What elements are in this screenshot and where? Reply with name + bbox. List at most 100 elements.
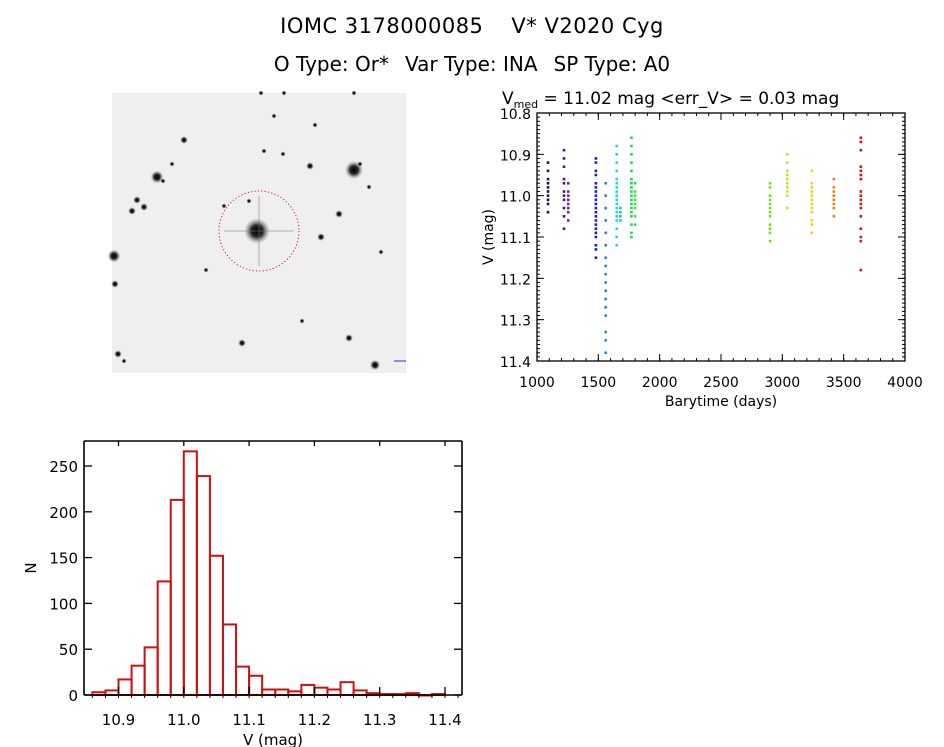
- data-point: [604, 297, 607, 301]
- data-point: [604, 219, 607, 222]
- data-point: [546, 181, 550, 185]
- data-point: [785, 173, 789, 177]
- x-tick-label: 11.4: [428, 711, 461, 729]
- data-point: [768, 239, 772, 243]
- data-point: [566, 194, 570, 197]
- data-point: [832, 186, 836, 189]
- data-point: [810, 181, 814, 185]
- data-point: [604, 243, 607, 247]
- x-axis-label: Barytime (days): [665, 394, 777, 410]
- histogram-bar: [117, 678, 133, 696]
- data-point: [630, 210, 633, 214]
- star: [160, 178, 166, 184]
- data-point: [562, 215, 566, 218]
- data-point: [604, 289, 607, 293]
- histogram-bar: [169, 498, 185, 696]
- data-point: [859, 215, 863, 218]
- y-tick-label: 50: [59, 641, 78, 659]
- data-point: [615, 206, 619, 210]
- data-point: [768, 181, 772, 185]
- data-point: [546, 210, 550, 214]
- data-point: [562, 194, 566, 197]
- data-point: [604, 330, 607, 334]
- star: [107, 249, 121, 263]
- star: [312, 122, 318, 128]
- data-point: [604, 181, 607, 185]
- histogram-bar: [339, 681, 355, 697]
- data-point: [630, 194, 633, 197]
- star: [246, 198, 252, 204]
- data-point: [619, 206, 622, 210]
- data-point: [594, 186, 598, 189]
- data-point: [562, 165, 566, 169]
- data-point: [562, 227, 566, 231]
- y-tick-label: 10.8: [500, 107, 531, 123]
- data-point: [615, 235, 619, 239]
- data-point: [768, 215, 772, 218]
- data-point: [604, 256, 607, 259]
- data-point: [562, 157, 566, 160]
- star: [111, 280, 119, 288]
- data-point: [859, 173, 863, 177]
- sp-type: SP Type: A0: [553, 52, 671, 76]
- histogram-bar: [143, 646, 159, 696]
- histogram-bar: [248, 674, 264, 696]
- data-point: [594, 173, 598, 177]
- histogram-bar: [274, 688, 290, 697]
- y-tick-label: 11.1: [500, 231, 531, 247]
- y-tick-label: 11.3: [500, 314, 531, 330]
- data-point: [546, 198, 550, 202]
- data-point: [594, 256, 598, 259]
- data-point: [859, 190, 863, 193]
- data-point: [615, 198, 619, 202]
- data-point: [832, 202, 836, 206]
- data-point: [604, 264, 607, 268]
- data-point: [810, 190, 814, 193]
- object-name: V* V2020 Cyg: [511, 14, 664, 38]
- data-point: [562, 198, 566, 202]
- data-point: [859, 177, 863, 181]
- x-tick-label: 3000: [765, 375, 801, 391]
- data-point: [633, 181, 637, 185]
- star: [317, 233, 325, 241]
- data-point: [768, 231, 772, 235]
- data-point: [594, 206, 598, 210]
- star: [378, 249, 384, 255]
- data-point: [615, 177, 619, 181]
- data-point: [615, 194, 619, 197]
- data-point: [594, 181, 598, 185]
- star: [271, 113, 277, 119]
- data-point: [630, 215, 633, 218]
- x-tick-label: 3500: [826, 375, 862, 391]
- data-point: [785, 206, 789, 210]
- data-point: [785, 169, 789, 173]
- data-point: [546, 169, 550, 173]
- data-point: [633, 194, 637, 197]
- data-point: [859, 202, 863, 206]
- data-point: [630, 153, 633, 156]
- data-point: [630, 181, 633, 185]
- star: [238, 339, 246, 347]
- data-point: [810, 198, 814, 202]
- star: [258, 91, 264, 96]
- title-rest: = 11.02 mag <err_V> = 0.03 mag: [538, 89, 839, 109]
- data-point: [859, 148, 863, 152]
- data-point: [785, 177, 789, 181]
- data-point: [859, 235, 863, 239]
- data-point: [594, 223, 598, 226]
- data-point: [630, 161, 633, 164]
- x-tick-label: 1000: [519, 375, 555, 391]
- data-point: [859, 206, 863, 210]
- data-point: [566, 198, 570, 202]
- data-point: [810, 186, 814, 189]
- data-point: [832, 177, 836, 181]
- data-point: [768, 227, 772, 231]
- data-point: [615, 161, 619, 164]
- star: [128, 207, 136, 215]
- x-tick-label: 2000: [642, 375, 678, 391]
- data-point: [785, 181, 789, 185]
- x-axis-label: V (mag): [243, 731, 303, 747]
- star: [357, 161, 363, 167]
- data-point: [604, 272, 607, 276]
- title-subscript: med: [514, 98, 538, 111]
